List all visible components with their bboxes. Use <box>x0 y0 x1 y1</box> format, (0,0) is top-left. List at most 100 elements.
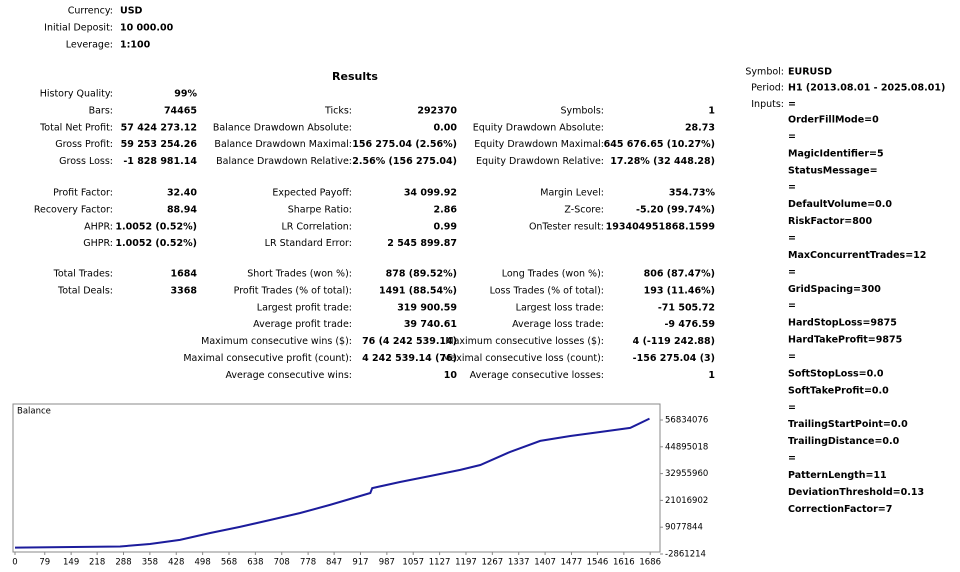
setting-label: Inputs: <box>751 99 784 110</box>
stat-value: 1 <box>708 370 715 381</box>
stat-label: Bars: <box>89 105 113 116</box>
stat-value: 292370 <box>417 105 457 116</box>
stat-label: AHPR: <box>84 221 113 232</box>
x-tick-label: 1127 <box>429 558 451 568</box>
stat-value: 319 900.59 <box>397 302 457 313</box>
stat-value: 1 <box>708 105 715 116</box>
header-value: 10 000.00 <box>120 22 174 33</box>
input-line: TrailingDistance=0.0 <box>788 436 900 447</box>
stat-label: Total Trades: <box>53 269 113 280</box>
stat-value: 17.28% (32 448.28) <box>610 156 715 167</box>
stat-value: -5.20 (99.74%) <box>636 204 715 215</box>
input-line: SoftStopLoss=0.0 <box>788 368 884 379</box>
stat-value: 32.40 <box>167 188 197 199</box>
stat-label: Total Net Profit: <box>39 122 113 133</box>
input-line: OrderFillMode=0 <box>788 115 879 126</box>
setting-value: H1 (2013.08.01 - 2025.08.01) <box>788 83 945 94</box>
stat-label: Maximum consecutive losses ($): <box>445 336 604 347</box>
setting-value: EURUSD <box>788 67 832 78</box>
input-line: TrailingStartPoint=0.0 <box>788 419 908 430</box>
input-line: = <box>788 233 796 244</box>
stat-label: Maximal consecutive loss (count): <box>442 353 604 364</box>
input-line: MagicIdentifier=5 <box>788 148 884 159</box>
header-label: Leverage: <box>66 39 113 50</box>
stat-label: Profit Factor: <box>53 188 113 199</box>
stat-label: Loss Trades (% of total): <box>490 285 604 296</box>
stat-label: Average consecutive wins: <box>225 370 352 381</box>
setting-value: = <box>788 99 796 110</box>
stat-value: 156 275.04 (2.56%) <box>352 139 457 150</box>
x-tick-label: 1337 <box>508 558 530 568</box>
x-tick-label: 358 <box>142 558 158 568</box>
input-line: CorrectionFactor=7 <box>788 504 892 515</box>
input-line: = <box>788 131 796 142</box>
x-tick-label: 1616 <box>613 558 635 568</box>
x-tick-label: 987 <box>379 558 395 568</box>
x-tick-label: 1477 <box>561 558 583 568</box>
stat-label: GHPR: <box>83 238 113 249</box>
x-tick-label: 1057 <box>402 558 424 568</box>
stat-label: Average consecutive losses: <box>470 370 604 381</box>
input-line: StatusMessage= <box>788 165 878 176</box>
x-tick-label: 568 <box>221 558 237 568</box>
stat-value: 10 <box>444 370 458 381</box>
stat-label: Gross Loss: <box>59 156 113 167</box>
stat-value: 193404951868.1599 <box>606 221 715 232</box>
stat-label: Largest profit trade: <box>257 302 352 313</box>
stat-value: 0.00 <box>434 122 458 133</box>
input-line: PatternLength=11 <box>788 470 887 481</box>
stat-value: -9 476.59 <box>664 319 715 330</box>
results-title: Results <box>332 70 378 83</box>
stat-value: -156 275.04 (3) <box>633 353 715 364</box>
stat-label: LR Standard Error: <box>265 238 352 249</box>
stat-value: 2.56% (156 275.04) <box>352 156 457 167</box>
input-line: RiskFactor=800 <box>788 216 872 227</box>
input-line: GridSpacing=300 <box>788 284 881 295</box>
stat-value: 806 (87.47%) <box>644 269 715 280</box>
y-tick-label: 56834076 <box>665 415 708 425</box>
x-tick-label: 0 <box>12 558 17 568</box>
y-tick-label: 32955960 <box>665 469 708 479</box>
stat-value: 1.0052 (0.52%) <box>115 221 197 232</box>
stat-value: 354.73% <box>669 188 716 199</box>
y-tick-label: 44895018 <box>665 442 708 452</box>
stat-label: Average profit trade: <box>253 319 352 330</box>
stat-label: Largest loss trade: <box>516 302 604 313</box>
y-tick-label: -2861214 <box>665 550 706 560</box>
stat-value: 3368 <box>171 285 198 296</box>
stat-label: Equity Drawdown Maximal: <box>474 139 604 150</box>
stat-label: Maximum consecutive wins ($): <box>201 336 352 347</box>
stat-label: Sharpe Ratio: <box>288 204 352 215</box>
stat-value: 74465 <box>164 105 197 116</box>
stat-value: 1684 <box>171 269 198 280</box>
header-value: USD <box>120 6 143 17</box>
header-value: 1:100 <box>120 39 151 50</box>
x-tick-label: 498 <box>195 558 211 568</box>
stat-value: -71 505.72 <box>658 302 715 313</box>
stat-value: 4 242 539.14 (76) <box>362 353 457 364</box>
header-label: Initial Deposit: <box>44 22 113 33</box>
input-line: = <box>788 402 796 413</box>
input-line: SoftTakeProfit=0.0 <box>788 385 889 396</box>
x-tick-label: 778 <box>300 558 316 568</box>
stat-label: Expected Payoff: <box>272 188 352 199</box>
stat-value: 645 676.65 (10.27%) <box>604 139 715 150</box>
stat-value: 39 740.61 <box>404 319 457 330</box>
input-line: = <box>788 267 796 278</box>
stat-label: Balance Drawdown Maximal: <box>214 139 352 150</box>
x-tick-label: 1407 <box>534 558 556 568</box>
stat-value: 88.94 <box>167 204 197 215</box>
stat-label: Gross Profit: <box>55 139 113 150</box>
stat-label: Total Deals: <box>57 285 113 296</box>
x-tick-label: 1546 <box>587 558 609 568</box>
input-line: DeviationThreshold=0.13 <box>788 487 924 498</box>
x-tick-label: 428 <box>168 558 184 568</box>
stat-value: -1 828 981.14 <box>123 156 197 167</box>
stat-label: Balance Drawdown Absolute: <box>213 122 352 133</box>
stat-label: Z-Score: <box>564 204 604 215</box>
input-line: = <box>788 182 796 193</box>
stat-label: History Quality: <box>40 89 113 100</box>
input-line: HardTakeProfit=9875 <box>788 335 902 346</box>
